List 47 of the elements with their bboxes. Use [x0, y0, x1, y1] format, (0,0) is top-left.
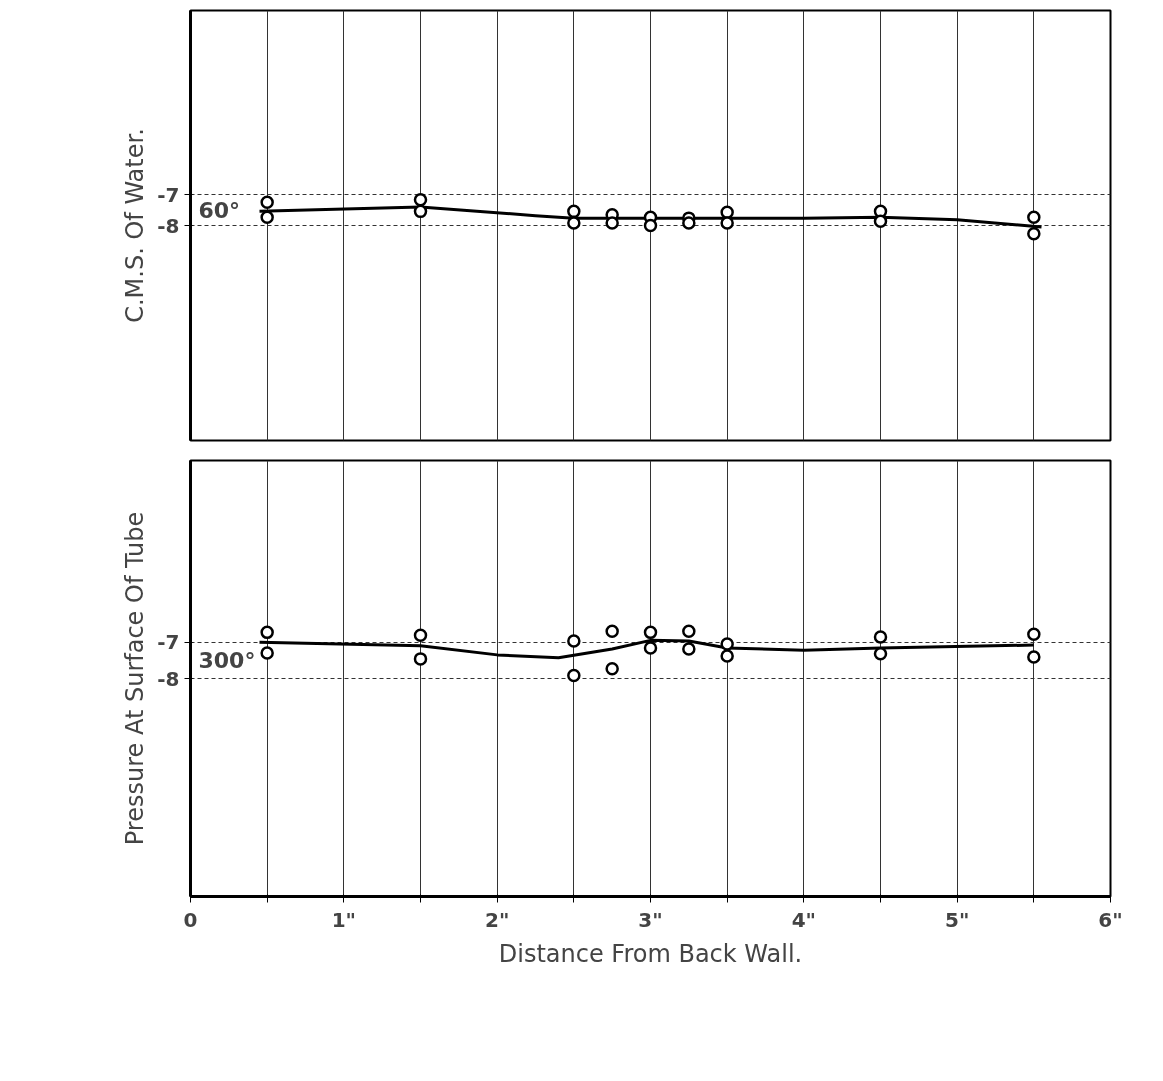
point [1027, 210, 1041, 224]
point [682, 216, 696, 230]
point [643, 625, 658, 640]
x-tick-label: 6" [1098, 907, 1123, 932]
x-tick-label: 0 [183, 907, 198, 932]
point [567, 216, 581, 230]
point [260, 625, 274, 640]
x-axis-title: Distance From Back Wall. [498, 939, 803, 968]
x-tick-label: 4" [791, 907, 817, 932]
point [413, 652, 428, 666]
point [260, 210, 274, 224]
point [1027, 650, 1041, 664]
point [720, 637, 734, 651]
point [605, 661, 619, 676]
annotation: 300° [198, 647, 256, 673]
point [605, 624, 619, 639]
point [413, 204, 428, 219]
y-tick-label: -7 [157, 630, 180, 655]
point [567, 204, 581, 219]
point [643, 218, 658, 233]
x-tick-label: 5" [945, 907, 970, 932]
y-tick-label: -8 [157, 213, 180, 238]
point [682, 642, 696, 656]
y-axis-title: Pressure At Surface Of Tube [121, 511, 150, 846]
point [873, 630, 888, 644]
annotation: 60° [198, 197, 241, 223]
point [1027, 227, 1041, 241]
point [260, 195, 274, 209]
point [413, 192, 428, 207]
point [567, 634, 581, 648]
y-tick-label: -7 [157, 182, 180, 207]
point [720, 649, 734, 663]
x-tick-label: 1" [331, 907, 357, 932]
point [682, 624, 696, 639]
y-tick-label: -8 [157, 666, 180, 691]
point [413, 628, 428, 642]
point [873, 647, 888, 661]
point [260, 646, 274, 660]
point [1027, 627, 1041, 641]
x-tick-label: 2" [485, 907, 510, 932]
point [720, 216, 734, 230]
point [643, 641, 658, 655]
point [567, 668, 581, 683]
point [605, 216, 619, 230]
x-tick-label: 3" [638, 907, 663, 932]
y-axis-title: C.M.S. Of Water. [121, 128, 150, 323]
point [873, 214, 888, 228]
